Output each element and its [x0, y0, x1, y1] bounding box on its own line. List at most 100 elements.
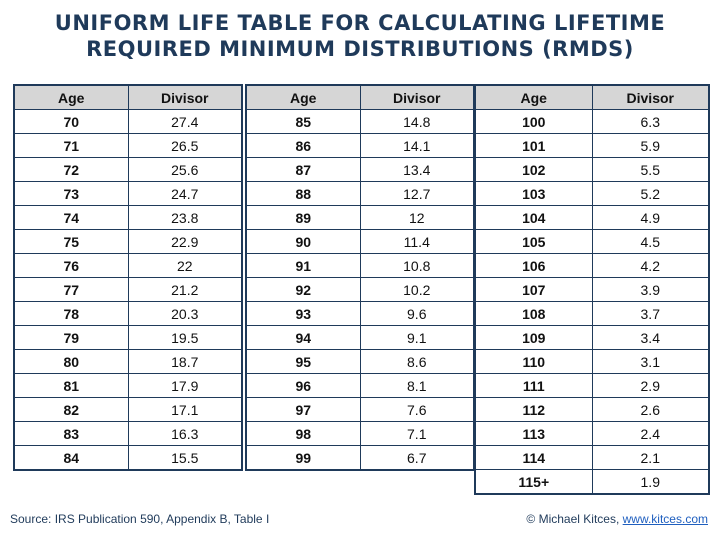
table-row: 83 16.3	[13, 421, 243, 446]
divisor-cell: 23.8	[127, 205, 243, 230]
table-row: 80 18.7	[13, 349, 243, 374]
age-column-header: Age	[474, 84, 593, 110]
age-cell: 96	[245, 373, 361, 398]
divisor-cell: 3.1	[591, 349, 710, 374]
page-title: UNIFORM LIFE TABLE FOR CALCULATING LIFET…	[0, 10, 720, 62]
table-row: 72 25.6	[13, 157, 243, 182]
table-row: 110 3.1	[474, 349, 710, 374]
age-column-header: Age	[13, 84, 129, 110]
age-cell: 99	[245, 445, 361, 471]
table-row: 88 12.7	[245, 181, 475, 206]
age-cell: 83	[13, 421, 129, 446]
table-row: 100 6.3	[474, 109, 710, 134]
table-row: 115+ 1.9	[474, 469, 710, 495]
divisor-cell: 3.4	[591, 325, 710, 350]
age-cell: 78	[13, 301, 129, 326]
age-cell: 111	[474, 373, 593, 398]
age-cell: 72	[13, 157, 129, 182]
divisor-cell: 6.3	[591, 109, 710, 134]
title-line-2: REQUIRED MINIMUM DISTRIBUTIONS (RMDS)	[86, 37, 634, 61]
divisor-cell: 3.7	[591, 301, 710, 326]
divisor-cell: 2.4	[591, 421, 710, 446]
divisor-cell: 27.4	[127, 109, 243, 134]
divisor-cell: 12	[359, 205, 475, 230]
divisor-cell: 4.2	[591, 253, 710, 278]
table-row: 79 19.5	[13, 325, 243, 350]
age-cell: 107	[474, 277, 593, 302]
divisor-cell: 26.5	[127, 133, 243, 158]
age-cell: 91	[245, 253, 361, 278]
table-row: 82 17.1	[13, 397, 243, 422]
age-cell: 110	[474, 349, 593, 374]
age-cell: 115+	[474, 469, 593, 495]
kitces-link[interactable]: www.kitces.com	[622, 512, 708, 526]
age-cell: 105	[474, 229, 593, 254]
divisor-cell: 21.2	[127, 277, 243, 302]
age-cell: 71	[13, 133, 129, 158]
table-row: 104 4.9	[474, 205, 710, 230]
divisor-cell: 16.3	[127, 421, 243, 446]
divisor-cell: 5.2	[591, 181, 710, 206]
source-note: Source: IRS Publication 590, Appendix B,…	[10, 512, 270, 526]
table-row: 108 3.7	[474, 301, 710, 326]
divisor-cell: 10.8	[359, 253, 475, 278]
divisor-cell: 24.7	[127, 181, 243, 206]
divisor-cell: 22	[127, 253, 243, 278]
age-cell: 94	[245, 325, 361, 350]
divisor-cell: 13.4	[359, 157, 475, 182]
age-cell: 114	[474, 445, 593, 470]
table-row: 91 10.8	[245, 253, 475, 278]
divisor-cell: 14.8	[359, 109, 475, 134]
divisor-cell: 17.1	[127, 397, 243, 422]
age-cell: 97	[245, 397, 361, 422]
divisor-cell: 7.1	[359, 421, 475, 446]
table-row: 113 2.4	[474, 421, 710, 446]
table-row: 89 12	[245, 205, 475, 230]
divisor-cell: 5.9	[591, 133, 710, 158]
divisor-cell: 1.9	[591, 469, 710, 495]
age-cell: 108	[474, 301, 593, 326]
table-row: 85 14.8	[245, 109, 475, 134]
age-cell: 87	[245, 157, 361, 182]
age-cell: 92	[245, 277, 361, 302]
divisor-cell: 9.6	[359, 301, 475, 326]
divisor-cell: 6.7	[359, 445, 475, 471]
age-cell: 85	[245, 109, 361, 134]
divisor-column-header: Divisor	[591, 84, 710, 110]
divisor-cell: 8.1	[359, 373, 475, 398]
age-cell: 73	[13, 181, 129, 206]
table-row: 103 5.2	[474, 181, 710, 206]
table-row: 75 22.9	[13, 229, 243, 254]
age-cell: 79	[13, 325, 129, 350]
table-row: 95 8.6	[245, 349, 475, 374]
table-row: 106 4.2	[474, 253, 710, 278]
age-cell: 95	[245, 349, 361, 374]
table-row: 98 7.1	[245, 421, 475, 446]
table-row: 74 23.8	[13, 205, 243, 230]
age-cell: 89	[245, 205, 361, 230]
age-cell: 113	[474, 421, 593, 446]
table-row: 112 2.6	[474, 397, 710, 422]
divisor-cell: 19.5	[127, 325, 243, 350]
age-cell: 98	[245, 421, 361, 446]
divisor-cell: 8.6	[359, 349, 475, 374]
age-cell: 84	[13, 445, 129, 471]
age-cell: 77	[13, 277, 129, 302]
age-cell: 86	[245, 133, 361, 158]
table-row: 70 27.4	[13, 109, 243, 134]
divisor-cell: 2.9	[591, 373, 710, 398]
divisor-cell: 7.6	[359, 397, 475, 422]
title-line-1: UNIFORM LIFE TABLE FOR CALCULATING LIFET…	[54, 11, 666, 35]
divisor-cell: 2.1	[591, 445, 710, 470]
age-column-header: Age	[245, 84, 361, 110]
age-cell: 103	[474, 181, 593, 206]
rmd-table-1: Age Divisor 70 27.4 71 26.5 72 25.6 73 24.7 74 23…	[13, 84, 243, 471]
divisor-cell: 17.9	[127, 373, 243, 398]
age-cell: 109	[474, 325, 593, 350]
divisor-cell: 22.9	[127, 229, 243, 254]
table-row: 86 14.1	[245, 133, 475, 158]
divisor-cell: 25.6	[127, 157, 243, 182]
table-row: 114 2.1	[474, 445, 710, 470]
table-row: 92 10.2	[245, 277, 475, 302]
age-cell: 74	[13, 205, 129, 230]
